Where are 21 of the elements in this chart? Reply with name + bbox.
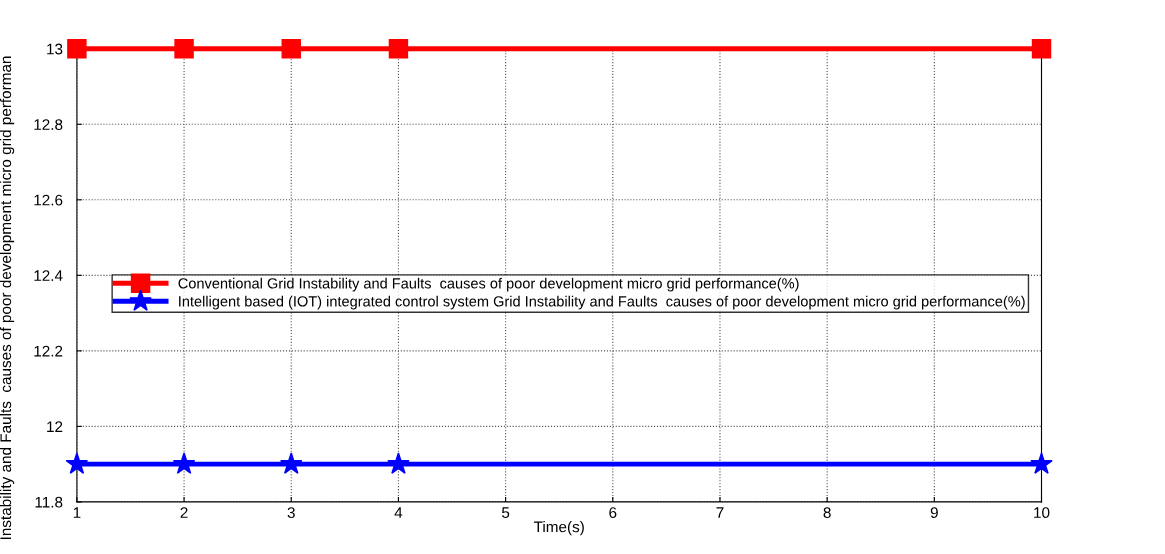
y-tick-label: 11.8 [35, 496, 63, 508]
x-tick-label: 7 [716, 507, 724, 518]
y-tick-label: 12.4 [34, 270, 63, 281]
y-axis-title: Instability and Faults causes of poor development micro grid performan [0, 56, 15, 540]
x-tick-label: 3 [287, 507, 295, 519]
x-tick-label: 8 [823, 507, 831, 519]
x-tick-label: 10 [1034, 507, 1050, 519]
y-tick-label: 12.8 [34, 119, 63, 130]
x-tick-label: 5 [501, 507, 510, 519]
y-tick-label: 13 [47, 43, 63, 55]
y-tick-label: 12.2 [34, 345, 63, 357]
x-tick-label: 6 [609, 507, 617, 519]
y-tick-label: 12.6 [34, 194, 63, 206]
x-tick-label: 1 [73, 507, 81, 518]
legend-label: Intelligent based (IOT) integrated control system Grid Instability and Faults causes of poor development micro grid performance(%) [179, 295, 1025, 310]
x-tick-label: 4 [394, 507, 403, 518]
legend-label: Conventional Grid Instability and Faults causes of poor development micro grid performance(%) [178, 277, 799, 292]
x-tick-label: 9 [930, 507, 938, 519]
x-tick-label: 2 [180, 507, 188, 518]
x-axis-title: Time(s) [533, 521, 584, 536]
y-tick-label: 12 [47, 421, 63, 432]
